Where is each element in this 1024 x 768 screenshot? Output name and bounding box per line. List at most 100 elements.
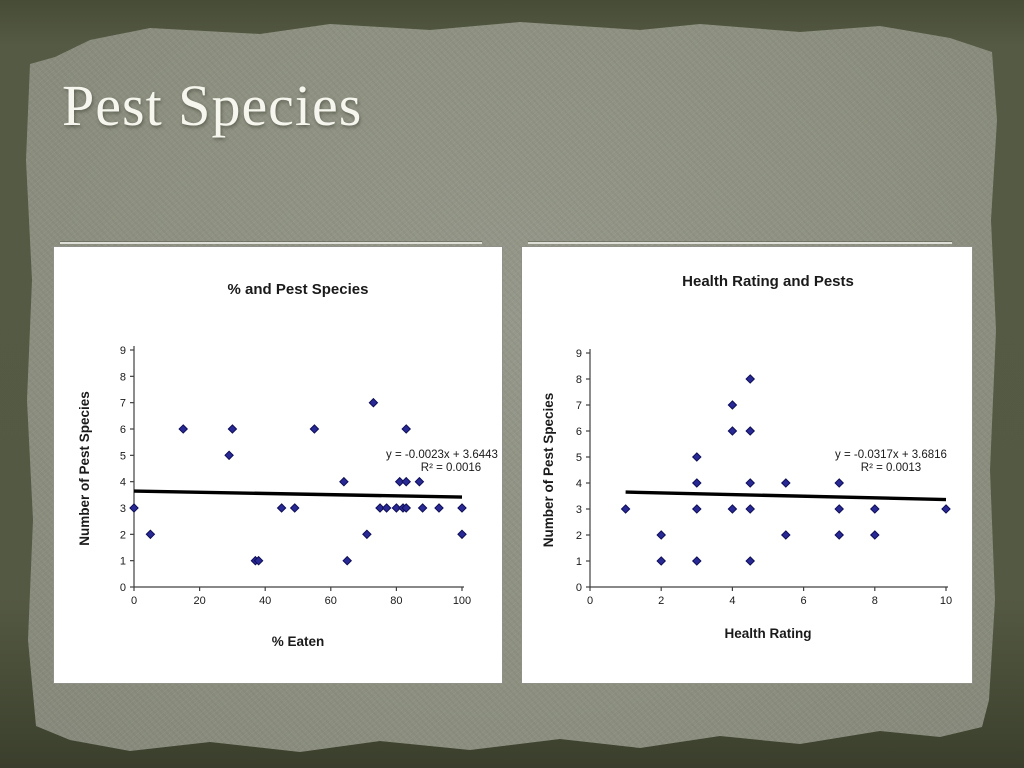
data-point [394,476,405,487]
data-point [227,424,238,434]
data-point [745,478,756,488]
data-point [309,424,320,434]
y-tick-label: 0 [120,582,126,594]
scatter-chart-health-rating: Health Rating and Pests 0 1 2 3 4 5 6 7 8 9 0 2 4 6 8 10… [522,247,972,688]
data-point [129,503,139,513]
x-tick-label: 60 [325,595,337,607]
y-tick-label: 7 [576,400,582,412]
y-tick-label: 1 [120,556,126,568]
y-tick-label: 2 [576,530,582,542]
x-tick-label: 6 [801,595,807,607]
data-point [656,556,667,566]
panel-top-accent-line [60,242,482,244]
data-point [745,374,756,384]
x-tick-label: 4 [729,595,735,607]
data-point [656,530,667,540]
y-tick-label: 4 [120,477,126,489]
data-point [834,478,845,488]
y-tick-label: 9 [120,345,126,357]
data-point [727,504,738,514]
data-point [289,503,300,513]
data-point [362,529,372,540]
data-point [620,504,631,514]
data-point [691,556,702,566]
data-point [339,476,349,487]
r-squared-label: R² = 0.0016 [421,462,481,474]
chart-title: % and Pest Species [228,281,369,298]
y-tick-label: 8 [120,371,126,383]
x-tick-label: 8 [872,595,878,607]
trendline [133,489,463,499]
data-point [368,397,379,408]
trendline-equation: y = -0.0023x + 3.6443 [386,449,498,461]
data-point [417,503,428,513]
x-tick-label: 100 [453,595,471,607]
data-point [691,478,702,488]
x-tick-label: 40 [259,595,271,607]
data-point [834,504,845,514]
y-tick-label: 4 [576,478,582,490]
x-tick-label: 0 [131,595,137,607]
slide-title: Pest Species [62,73,363,138]
data-point [457,503,467,513]
x-tick-label: 0 [587,595,593,607]
y-tick-label: 7 [120,398,126,410]
y-tick-label: 1 [576,556,582,568]
x-axis-title: % Eaten [272,634,325,649]
y-tick-label: 3 [120,503,126,515]
y-tick-label: 0 [576,582,582,594]
x-tick-label: 2 [658,595,664,607]
data-point [457,529,467,540]
data-point [401,476,412,487]
chart-panel-left: % and Pest Species 0 1 2 3 4 5 6 7 8 9 0 20 40 60 80 100… [53,242,503,684]
x-axis-title: Health Rating [724,626,811,641]
panel-top-accent-line [528,242,952,244]
data-point [780,530,791,540]
data-point [869,504,880,514]
scatter-chart-percent-eaten: % and Pest Species 0 1 2 3 4 5 6 7 8 9 0 20 40 60 80 100… [54,247,502,688]
data-point [745,556,756,566]
data-point [401,503,412,513]
y-tick-label: 8 [576,374,582,386]
data-point [276,503,287,513]
data-point [745,426,756,436]
data-point [391,503,402,513]
y-tick-label: 5 [576,452,582,464]
data-point [691,452,702,462]
data-point [253,555,264,566]
data-point [727,400,738,410]
trendline [625,490,947,502]
scatter-plot-svg: % and Pest Species 0 1 2 3 4 5 6 7 8 9 0 20 40 60 80 100… [77,281,498,649]
data-point [414,476,425,487]
x-tick-label: 20 [193,595,205,607]
y-tick-label: 9 [576,348,582,360]
data-point [691,504,702,514]
data-point [342,555,353,566]
y-tick-label: 2 [120,529,126,541]
data-point [834,530,845,540]
data-point [224,450,234,461]
data-point [727,426,738,436]
data-point [401,424,412,434]
data-point [869,530,880,540]
y-tick-label: 6 [120,424,126,436]
trendline-equation: y = -0.0317x + 3.6816 [835,449,947,461]
data-point [381,503,392,513]
y-axis-title: Number of Pest Species [77,391,92,546]
data-point [375,503,385,513]
data-point [745,504,756,514]
x-tick-label: 80 [390,595,402,607]
chart-panel-right: Health Rating and Pests 0 1 2 3 4 5 6 7 8 9 0 2 4 6 8 10… [521,242,973,684]
scatter-plot-svg: Health Rating and Pests 0 1 2 3 4 5 6 7 8 9 0 2 4 6 8 10… [541,273,952,641]
data-point [434,503,444,513]
chart-title: Health Rating and Pests [682,273,854,290]
data-point [178,424,189,434]
data-point [145,529,156,540]
y-tick-label: 5 [120,450,126,462]
data-point [941,504,951,514]
y-tick-label: 6 [576,426,582,438]
y-tick-label: 3 [576,504,582,516]
x-tick-label: 10 [940,595,952,607]
data-point [780,478,791,488]
